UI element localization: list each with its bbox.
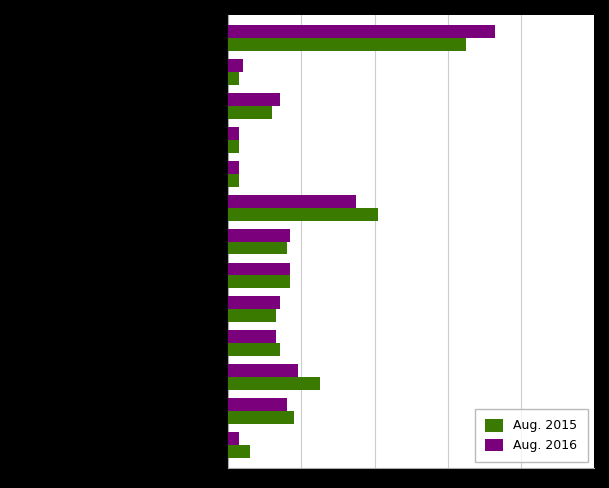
Legend: Aug. 2015, Aug. 2016: Aug. 2015, Aug. 2016 bbox=[474, 409, 588, 462]
Bar bbox=[228, 411, 294, 424]
Bar bbox=[228, 72, 239, 85]
Bar bbox=[228, 343, 280, 356]
Bar bbox=[228, 93, 280, 106]
Bar bbox=[228, 364, 298, 377]
Bar bbox=[228, 39, 466, 51]
Bar bbox=[228, 174, 239, 187]
Bar bbox=[228, 330, 276, 343]
Bar bbox=[228, 263, 290, 275]
Bar bbox=[228, 445, 250, 458]
Bar bbox=[228, 140, 239, 153]
Bar bbox=[228, 195, 356, 208]
Bar bbox=[228, 229, 290, 242]
Bar bbox=[228, 309, 276, 322]
Bar bbox=[228, 208, 378, 221]
Bar bbox=[228, 25, 495, 39]
Bar bbox=[228, 432, 239, 445]
Bar bbox=[228, 398, 287, 411]
Bar bbox=[228, 127, 239, 140]
Bar bbox=[228, 296, 280, 309]
Bar bbox=[228, 242, 287, 254]
Bar bbox=[228, 161, 239, 174]
Bar bbox=[228, 60, 243, 72]
Bar bbox=[228, 377, 320, 390]
Bar bbox=[228, 106, 272, 119]
Bar bbox=[228, 275, 290, 288]
